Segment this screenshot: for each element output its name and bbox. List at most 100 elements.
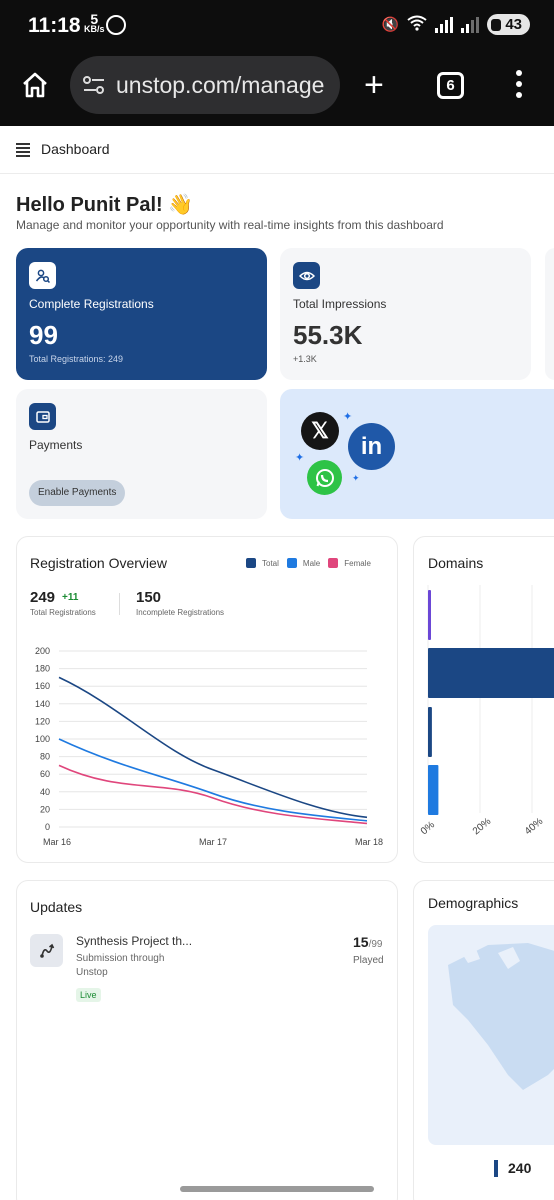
y-tick-label: 140 [35, 699, 50, 709]
signal-icon [435, 16, 454, 33]
world-map[interactable] [428, 925, 554, 1145]
updates-panel: Updates Synthesis Project th... Submissi… [16, 880, 398, 1200]
card-subtext: Total Registrations: 249 [29, 354, 124, 364]
signal-2-icon [461, 16, 480, 33]
total-registrations-delta: +11 [62, 592, 79, 603]
domains-panel: Domains 0% 20% 40% [413, 536, 554, 863]
domain-bar [428, 590, 431, 640]
series-line-female [58, 764, 368, 825]
chart-legend: Total Male Female [246, 558, 371, 568]
panel-title: Registration Overview [30, 555, 167, 571]
network-speed-unit: KB/s [84, 24, 105, 34]
y-tick-label: 180 [35, 664, 50, 674]
domain-bar [428, 648, 554, 698]
played-count-total: /99 [368, 939, 383, 950]
eye-icon [293, 262, 320, 289]
legend-item-female[interactable]: Female [328, 558, 371, 568]
complete-registrations-card[interactable]: Complete Registrations 99 Total Registra… [16, 248, 267, 380]
user-search-icon [29, 262, 56, 289]
wifi-icon [407, 15, 427, 34]
sparkle-icon: ✦ [295, 452, 305, 464]
home-icon[interactable] [20, 70, 52, 102]
incomplete-registrations-label: Incomplete Registrations [136, 608, 225, 617]
world-map-shape [448, 943, 554, 1090]
y-tick-label: 60 [40, 769, 50, 779]
page-title: Dashboard [41, 141, 110, 157]
domain-bar [428, 707, 432, 757]
update-type: Submission through Unstop [76, 953, 165, 978]
y-tick-label: 160 [35, 681, 50, 691]
sparkle-icon: ✦ [352, 473, 360, 483]
next-card-peek[interactable] [545, 248, 554, 380]
demographics-value: 240 [508, 1160, 532, 1176]
site-settings-icon[interactable] [82, 74, 106, 96]
status-badge: Live [76, 988, 101, 1002]
y-tick-label: 0 [45, 822, 50, 832]
app-header: Dashboard [0, 126, 554, 174]
panel-title: Updates [30, 899, 83, 915]
x-tick-label: 40% [523, 816, 545, 837]
panel-title: Domains [428, 555, 484, 571]
legend-item-total[interactable]: Total [246, 558, 279, 568]
greeting-title: Hello Punit Pal! 👋 [16, 194, 194, 216]
url-text[interactable]: unstop.com/manage [116, 72, 325, 98]
y-tick-label: 20 [40, 804, 50, 814]
mute-icon: 🔇 [381, 16, 400, 32]
address-bar[interactable]: unstop.com/manage [70, 56, 340, 114]
card-subtext: +1.3K [293, 354, 317, 364]
x-tick-label: Mar 18 [355, 837, 383, 847]
incomplete-registrations-value: 150 [136, 589, 162, 606]
update-title[interactable]: Synthesis Project th... [76, 934, 193, 948]
legend-item-male[interactable]: Male [286, 558, 320, 568]
stat-divider [119, 593, 120, 615]
domains-bar-chart: 0% 20% 40% [419, 585, 554, 838]
x-tick-label: Mar 17 [199, 837, 227, 847]
played-label: Played [353, 955, 384, 966]
legend-swatch [328, 558, 339, 568]
series-line-male [58, 738, 368, 822]
domain-bar [428, 765, 439, 815]
y-tick-label: 200 [35, 646, 50, 656]
route-icon [30, 934, 63, 967]
social-share-card[interactable]: 𝕏 in ✦ ✦ ✦ [280, 389, 554, 519]
y-tick-label: 40 [40, 787, 50, 797]
network-speed-value: 5 [90, 11, 99, 27]
browser-toolbar: unstop.com/manage + 6 [0, 52, 554, 126]
played-count: 15/99 [353, 934, 382, 950]
card-label: Payments [29, 438, 83, 452]
total-registrations-value: 249 [30, 589, 56, 606]
greeting-subtitle: Manage and monitor your opportunity with… [16, 218, 444, 232]
linkedin-icon[interactable]: in [348, 423, 395, 470]
card-label: Total Impressions [293, 297, 387, 311]
more-menu-icon[interactable] [515, 70, 523, 100]
demographics-legend-bar [494, 1160, 498, 1177]
wallet-icon [29, 403, 56, 430]
sparkle-icon: ✦ [343, 411, 353, 423]
status-time: 11:18 [28, 14, 81, 37]
registration-overview-panel: Registration Overview Total Male Female … [16, 536, 398, 863]
x-tick-label: Mar 16 [43, 837, 71, 847]
demographics-panel: Demographics 240 [413, 880, 554, 1200]
x-tick-label: 20% [471, 816, 493, 837]
x-tick-label: 0% [419, 820, 437, 838]
series-line-total [58, 676, 368, 819]
y-tick-label: 120 [35, 716, 50, 726]
payments-card: Payments Enable Payments [16, 389, 267, 519]
hamburger-menu-icon[interactable] [16, 143, 30, 157]
whatsapp-icon[interactable] [307, 460, 342, 495]
status-bar: 11:18 5 KB/s 🔇 43 [0, 0, 554, 52]
tab-switcher-button[interactable]: 6 [437, 72, 464, 99]
y-tick-label: 80 [40, 752, 50, 762]
legend-swatch [286, 558, 297, 568]
whatsapp-notification-icon [106, 15, 126, 35]
new-tab-icon[interactable]: + [364, 66, 384, 104]
total-impressions-card[interactable]: Total Impressions 55.3K +1.3K [280, 248, 531, 380]
network-speed: 5 KB/s [84, 11, 105, 34]
gesture-bar[interactable] [180, 1186, 374, 1192]
x-twitter-icon[interactable]: 𝕏 [301, 412, 339, 450]
enable-payments-button[interactable]: Enable Payments [29, 480, 126, 506]
legend-swatch [246, 558, 256, 568]
card-value: 99 [29, 320, 58, 350]
battery-indicator: 43 [487, 14, 530, 35]
status-icons: 🔇 43 [382, 14, 530, 35]
